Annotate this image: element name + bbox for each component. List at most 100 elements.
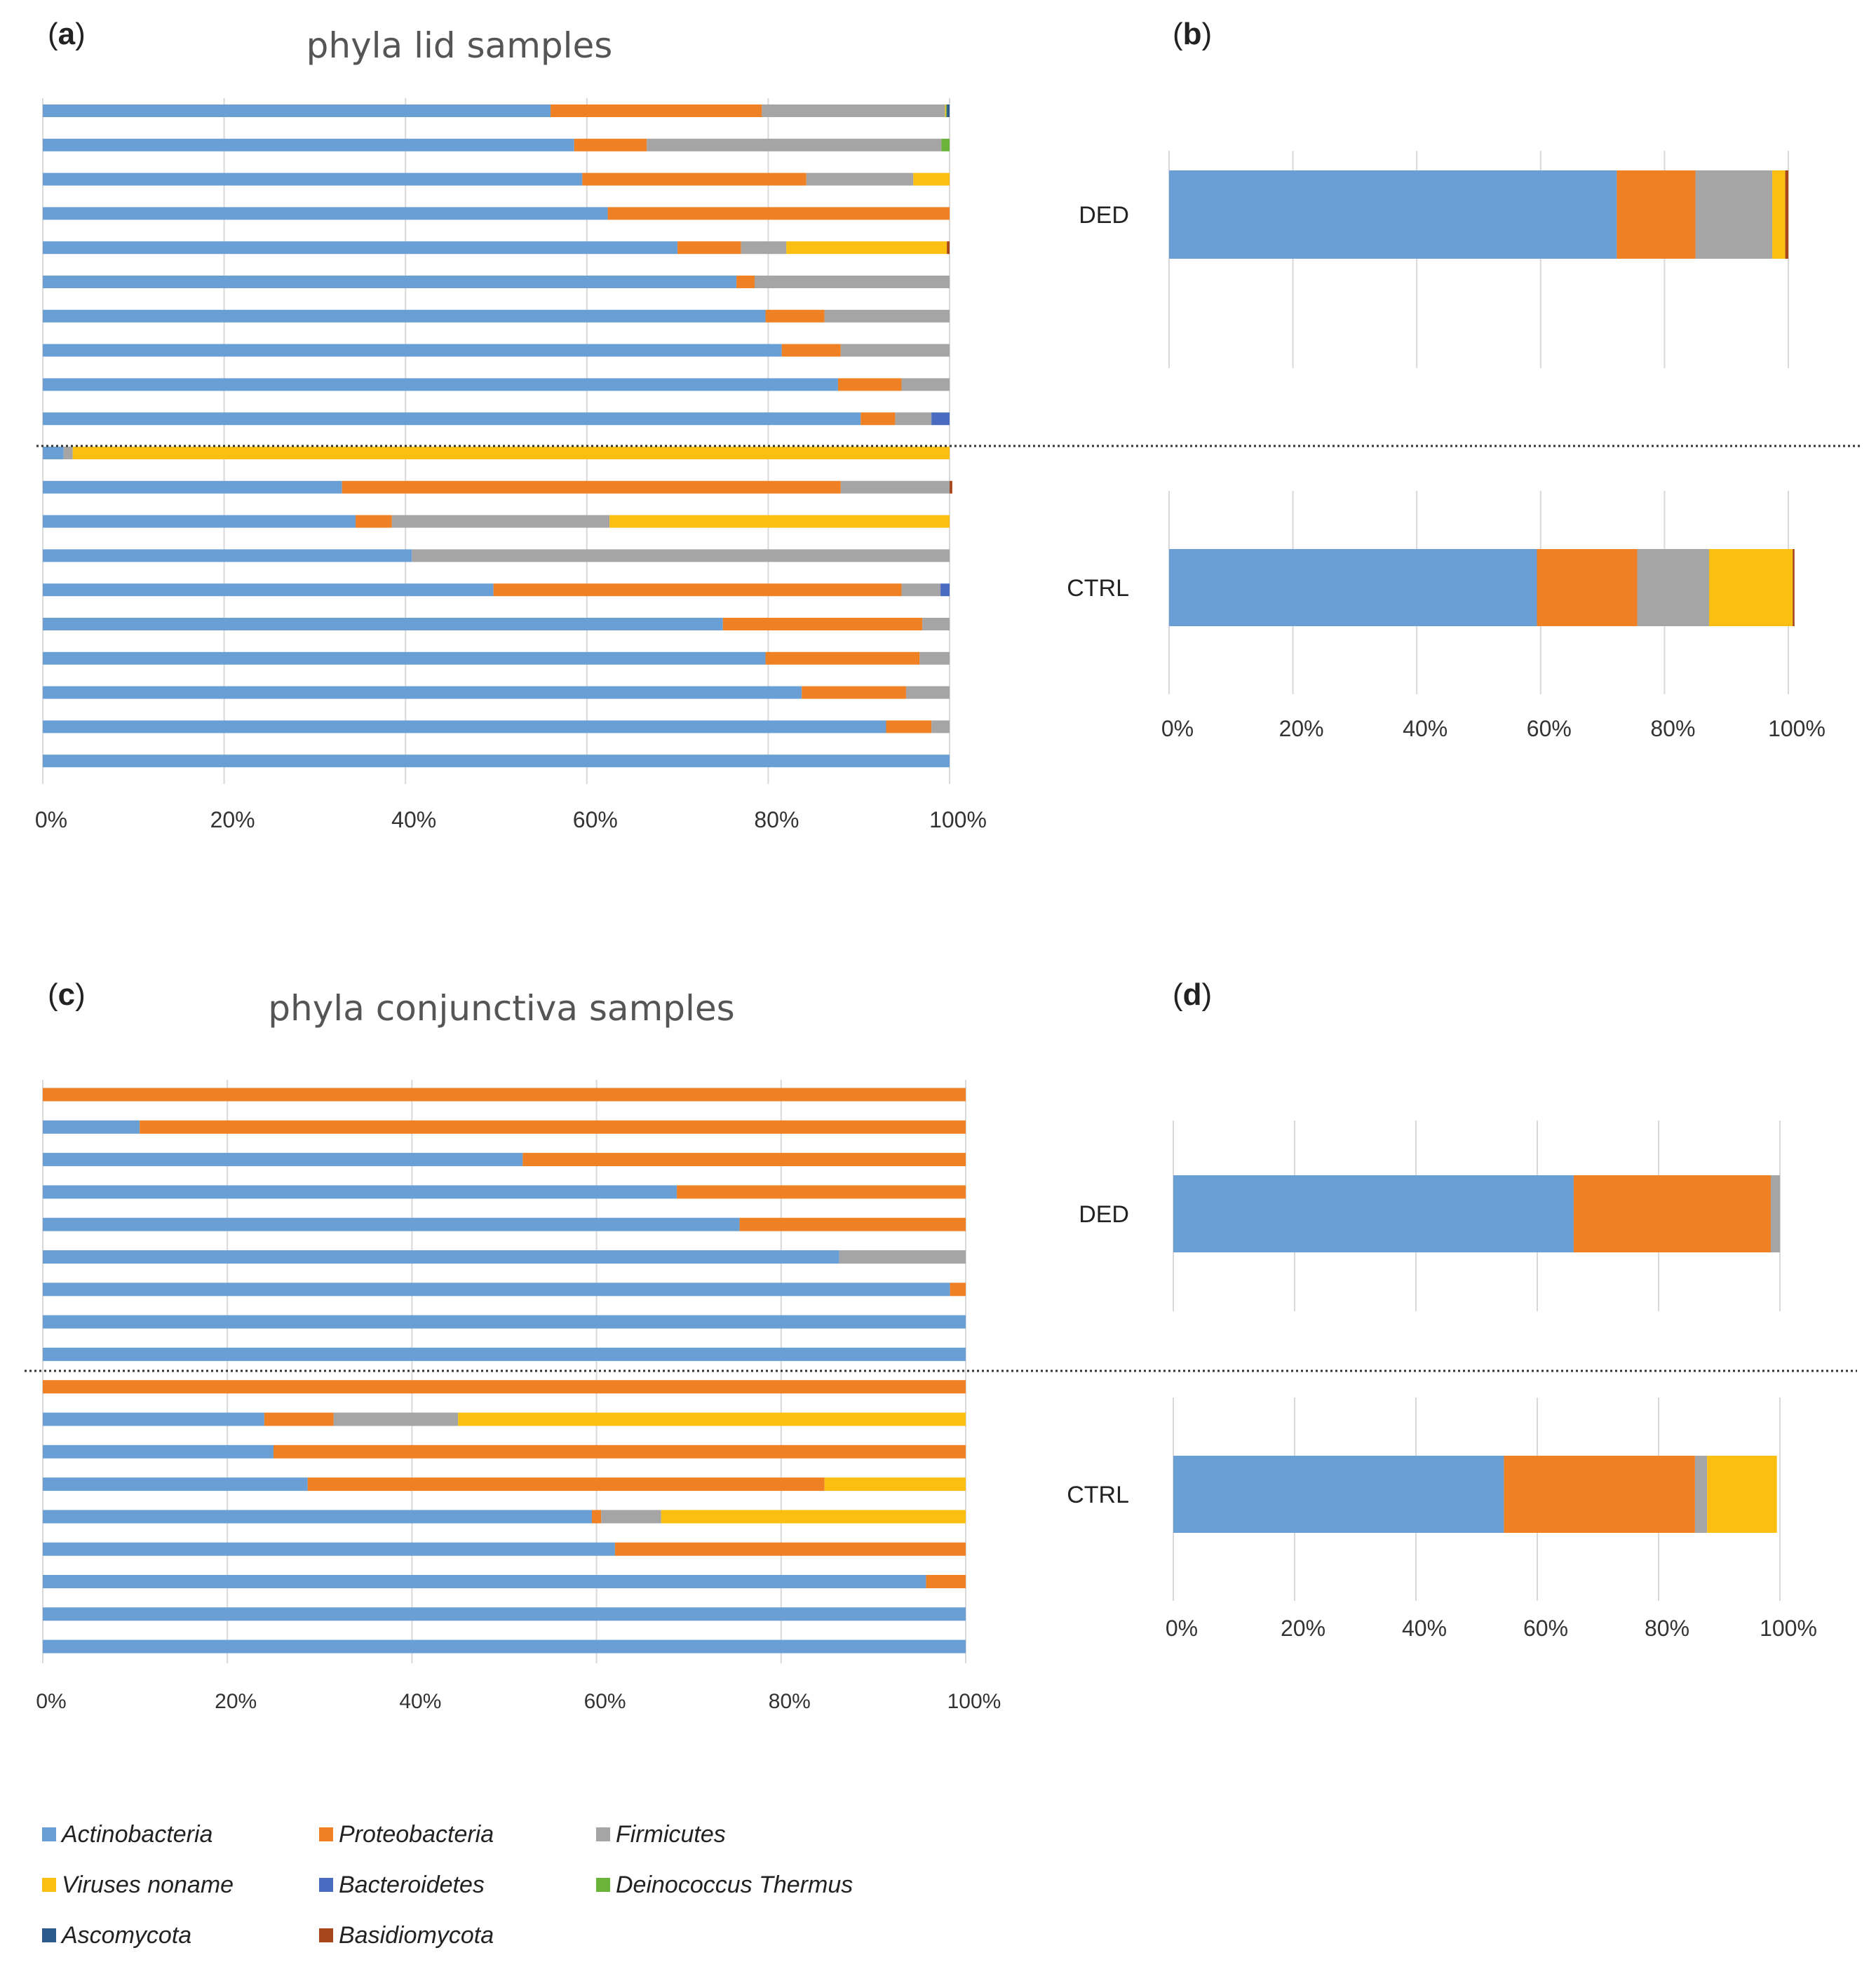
bar-segment-firmicutes: [63, 447, 73, 459]
x-tick-label: 100%: [1768, 716, 1826, 741]
bar-segment-actinobacteria: [43, 1477, 308, 1491]
bar-segment-proteobacteria: [926, 1575, 966, 1588]
x-tick-label: 40%: [1403, 716, 1448, 741]
bar-segment-proteobacteria: [722, 618, 923, 630]
bar-segment-proteobacteria: [551, 104, 762, 117]
bar-segment-viruses-noname: [661, 1510, 966, 1524]
legend-swatch: [319, 1878, 333, 1892]
bar-segment-viruses-noname: [1772, 170, 1786, 259]
bar-segment-proteobacteria: [264, 1412, 334, 1426]
bar-segment-proteobacteria: [837, 378, 902, 391]
bar-segment-ascomycota: [947, 104, 950, 117]
legend-label: Deinococcus Thermus: [616, 1871, 853, 1898]
bar-segment-proteobacteria: [307, 1477, 825, 1491]
legend: Actinobacteria Proteobacteria Firmicutes Vi…: [42, 1809, 1024, 1949]
bar-segment-actinobacteria: [43, 1639, 966, 1653]
panel-a: (a) phyla lid samples 0% 20% 40% 60% 80% 100%: [35, 17, 987, 832]
bar-segment-proteobacteria: [522, 1153, 966, 1167]
legend-item: Deinococcus Thermus: [596, 1860, 947, 1910]
bar-segment-firmicutes: [1694, 1456, 1708, 1533]
legend-item: Basidiomycota: [319, 1910, 596, 1961]
bar-segment-firmicutes: [824, 309, 950, 323]
bar-segment-proteobacteria: [802, 686, 906, 699]
bar-segment-actinobacteria: [1173, 1456, 1504, 1533]
bar-segment-proteobacteria: [356, 515, 392, 528]
x-tick-label: 40%: [391, 807, 436, 832]
legend-label: Firmicutes: [616, 1820, 726, 1848]
bar-segment-actinobacteria: [43, 1283, 950, 1297]
x-tick-label: 0%: [1166, 1616, 1198, 1641]
legend-swatch: [42, 1878, 56, 1892]
panel-c: (c) phyla conjunctiva samples 0% 20% 40% 60…: [36, 977, 1001, 1713]
bar-segment-firmicutes: [1771, 1175, 1780, 1252]
x-tick-label: 0%: [1161, 716, 1194, 741]
bar-segment-proteobacteria: [1573, 1175, 1772, 1252]
bar-segment-viruses-noname: [945, 104, 946, 117]
category-label: DED: [1079, 1201, 1129, 1228]
bar-segment-proteobacteria: [765, 651, 920, 665]
bar-segment-firmicutes: [741, 241, 787, 255]
x-tick-label: 40%: [399, 1690, 441, 1713]
bar-segment-firmicutes: [840, 480, 950, 494]
bar-segment-firmicutes: [895, 412, 932, 426]
x-tick-label: 0%: [36, 1690, 66, 1713]
x-tick-label: 80%: [754, 807, 799, 832]
bar-segment-proteobacteria: [1537, 549, 1638, 626]
bar-segment-actinobacteria: [43, 1575, 926, 1588]
bar-segment-proteobacteria: [736, 276, 755, 288]
bar-segment-actinobacteria: [43, 1185, 677, 1199]
bar-segment-basidiomycota: [1793, 549, 1795, 626]
bar-segment-actinobacteria: [43, 207, 608, 220]
bar-segment-firmicutes: [901, 583, 941, 597]
bar-segment-firmicutes: [919, 651, 950, 665]
bar-segment-actinobacteria: [43, 172, 583, 186]
bar-segment-proteobacteria: [607, 207, 950, 220]
panel-b-letter: (b): [1173, 17, 1212, 51]
legend-label: Viruses noname: [62, 1871, 234, 1898]
legend-label: Bacteroidetes: [339, 1871, 485, 1898]
bar-segment-actinobacteria: [43, 138, 574, 151]
bar-segment-proteobacteria: [677, 1185, 966, 1199]
panel-c-letter: (c): [48, 977, 86, 1012]
x-tick-label: 60%: [573, 807, 618, 832]
category-label: DED: [1079, 202, 1129, 229]
bar-segment-actinobacteria: [43, 549, 412, 562]
bar-segment-actinobacteria: [43, 618, 723, 630]
legend-swatch: [596, 1827, 610, 1841]
bar-segment-bacteroidetes: [940, 583, 950, 597]
bar-segment-firmicutes: [840, 344, 950, 357]
bar-segment-viruses-noname: [1708, 549, 1793, 626]
bar-segment-proteobacteria: [342, 480, 841, 494]
bar-segment-firmicutes: [901, 378, 950, 391]
bar-segment-actinobacteria: [43, 378, 838, 391]
bar-segment-basidiomycota: [1785, 170, 1788, 259]
bar-segment-viruses-noname: [824, 1477, 966, 1491]
x-tick-label: 100%: [929, 807, 987, 832]
bar-segment-actinobacteria: [43, 276, 737, 288]
panel-a-letter: (a): [48, 17, 86, 51]
bar-segment-actinobacteria: [43, 1315, 966, 1329]
bar-segment-actinobacteria: [43, 1510, 593, 1524]
panel-d: (d) 0% 20% 40% 60% 80% 100% DED CTRL: [1067, 977, 1817, 1641]
x-tick-label: 20%: [210, 807, 255, 832]
bar-segment-actinobacteria: [43, 515, 356, 528]
bar-segment-firmicutes: [1695, 170, 1773, 259]
bar-segment-actinobacteria: [43, 412, 861, 426]
bar-segment-proteobacteria: [950, 1283, 966, 1297]
legend-swatch: [319, 1928, 333, 1942]
x-tick-label: 60%: [1523, 1616, 1568, 1641]
bar-segment-bacteroidetes: [931, 412, 950, 426]
bar-segment-actinobacteria: [43, 686, 802, 699]
bar-segment-firmicutes: [931, 720, 950, 733]
bar-segment-actinobacteria: [43, 1607, 966, 1621]
bar-segment-proteobacteria: [1504, 1456, 1695, 1533]
x-tick-label: 20%: [1281, 1616, 1325, 1641]
bar-segment-actinobacteria: [43, 1217, 740, 1231]
bar-segment-firmicutes: [601, 1510, 661, 1524]
bar-segment-proteobacteria: [574, 138, 647, 151]
bar-segment-firmicutes: [905, 686, 950, 699]
bar-segment-actinobacteria: [43, 1120, 140, 1134]
bar-segment-actinobacteria: [43, 583, 494, 597]
legend-item: Firmicutes: [596, 1809, 947, 1860]
x-tick-label: 20%: [215, 1690, 257, 1713]
